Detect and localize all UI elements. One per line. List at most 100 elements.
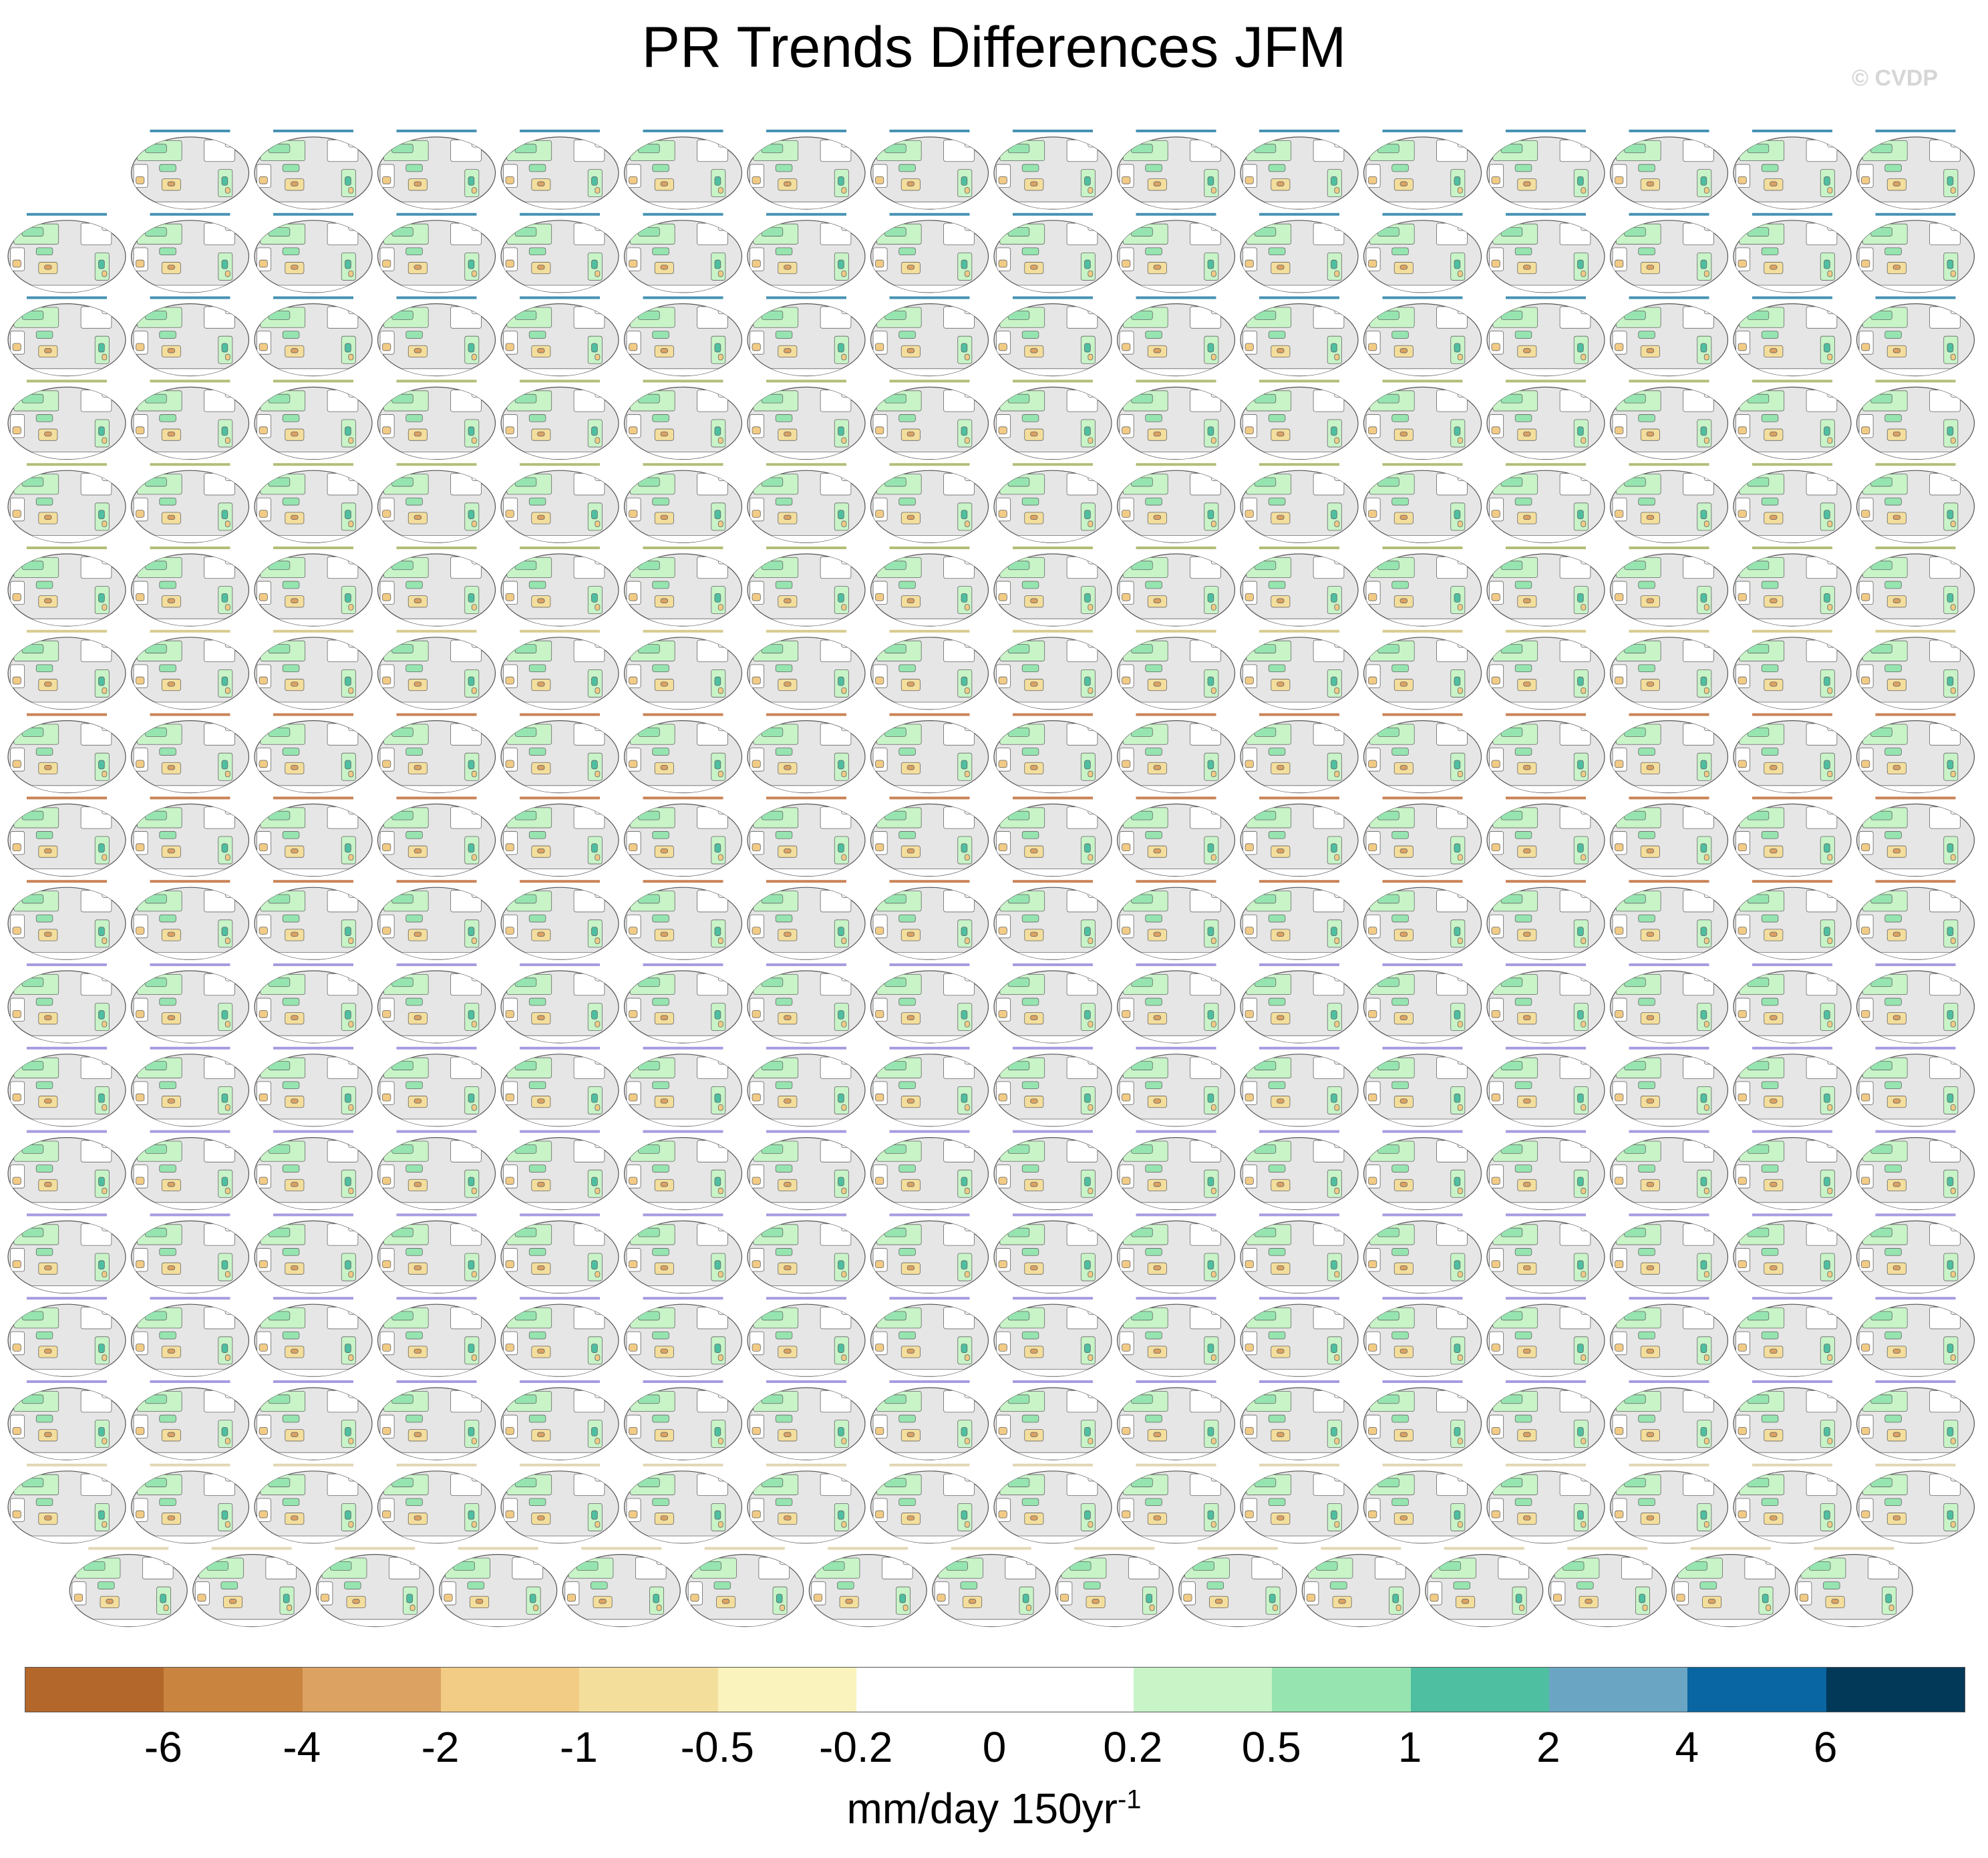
land-patch (595, 1104, 601, 1111)
panel-label-mark (27, 963, 107, 966)
panel-label-mark (520, 629, 600, 633)
land-patch (391, 310, 413, 320)
land-patch (291, 598, 299, 603)
land-patch (1703, 1104, 1709, 1111)
map-land (750, 388, 854, 460)
land-patch (282, 997, 300, 1006)
panel-label-mark (520, 963, 600, 966)
land-patch (875, 259, 884, 268)
land-patch (1457, 687, 1463, 694)
land-patch (391, 561, 413, 571)
map-panel (623, 212, 743, 293)
land-patch (224, 1438, 230, 1444)
colorbar-tick-label: 0.2 (1103, 1723, 1163, 1771)
map-panel (1486, 212, 1605, 293)
panel-label-mark (1752, 1463, 1832, 1466)
land-patch (282, 1331, 300, 1340)
land-patch (268, 644, 291, 653)
land-patch (1806, 1056, 1838, 1079)
panel-label-mark (1259, 212, 1339, 216)
land-patch (841, 270, 847, 277)
land-patch (1519, 1555, 1532, 1565)
land-patch (875, 927, 884, 935)
land-patch (1334, 722, 1347, 732)
land-patch (505, 510, 514, 518)
land-patch (1884, 1081, 1902, 1090)
land-patch (1950, 1187, 1956, 1195)
panel-label-mark (150, 547, 230, 549)
land-patch (573, 1223, 605, 1246)
land-patch (1245, 760, 1254, 768)
map-panel (254, 880, 373, 960)
land-patch (573, 306, 605, 329)
land-patch (881, 1557, 913, 1579)
land-patch (775, 831, 793, 839)
land-patch (221, 1260, 228, 1270)
land-patch (1331, 1260, 1337, 1270)
land-patch (1947, 593, 1954, 603)
land-patch (450, 1390, 482, 1413)
land-patch (721, 1599, 730, 1604)
land-patch (1700, 593, 1707, 603)
land-patch (841, 1222, 854, 1231)
map-panel (1363, 963, 1482, 1044)
land-patch (1950, 1521, 1956, 1528)
land-patch (382, 1177, 391, 1185)
land-patch (714, 1010, 721, 1020)
land-patch (1210, 1138, 1224, 1148)
land-patch (287, 1604, 292, 1611)
panel-label-mark (1013, 463, 1093, 466)
land-patch (1884, 331, 1902, 339)
land-patch (906, 848, 915, 854)
land-patch (591, 1510, 598, 1520)
land-patch (1806, 890, 1838, 913)
land-patch (1391, 748, 1409, 756)
land-patch (12, 259, 21, 268)
map-panel (623, 629, 743, 710)
land-patch (629, 510, 638, 518)
land-patch (1770, 181, 1778, 186)
land-patch (906, 348, 915, 353)
land-patch (1436, 1307, 1468, 1330)
land-patch (1737, 843, 1747, 852)
land-patch (1703, 854, 1709, 861)
land-patch (1646, 598, 1655, 603)
land-patch (1334, 1388, 1347, 1398)
land-patch (528, 414, 546, 422)
panel-label-mark (1136, 629, 1216, 633)
land-patch (348, 471, 361, 481)
map-panel (1363, 1463, 1482, 1544)
land-patch (1827, 471, 1840, 481)
panel-label-mark (520, 1463, 600, 1466)
land-patch (224, 138, 238, 148)
map-panel (439, 1547, 558, 1628)
land-patch (1391, 1414, 1409, 1423)
map-panel (1609, 1297, 1729, 1377)
land-patch (784, 598, 792, 603)
land-patch (224, 1104, 230, 1111)
panel-label-mark (1136, 713, 1216, 716)
land-patch (884, 977, 906, 987)
land-patch (964, 388, 977, 398)
land-patch (450, 222, 482, 245)
land-patch (1377, 810, 1399, 820)
land-patch (348, 1305, 361, 1315)
land-patch (1500, 394, 1523, 404)
map-panel (1733, 629, 1852, 710)
land-patch (1454, 593, 1461, 603)
land-patch (1950, 1388, 1963, 1398)
land-patch (1368, 1510, 1377, 1519)
land-patch (406, 1593, 413, 1603)
map-land (1735, 305, 1840, 376)
land-patch (1892, 598, 1901, 603)
land-patch (537, 931, 545, 937)
land-patch (167, 265, 176, 270)
land-patch (775, 664, 793, 673)
land-patch (282, 664, 300, 673)
land-patch (841, 353, 847, 361)
land-patch (391, 394, 413, 404)
land-patch (221, 593, 228, 603)
land-patch (1399, 848, 1408, 854)
land-patch (405, 914, 423, 923)
land-patch (1268, 1081, 1286, 1090)
